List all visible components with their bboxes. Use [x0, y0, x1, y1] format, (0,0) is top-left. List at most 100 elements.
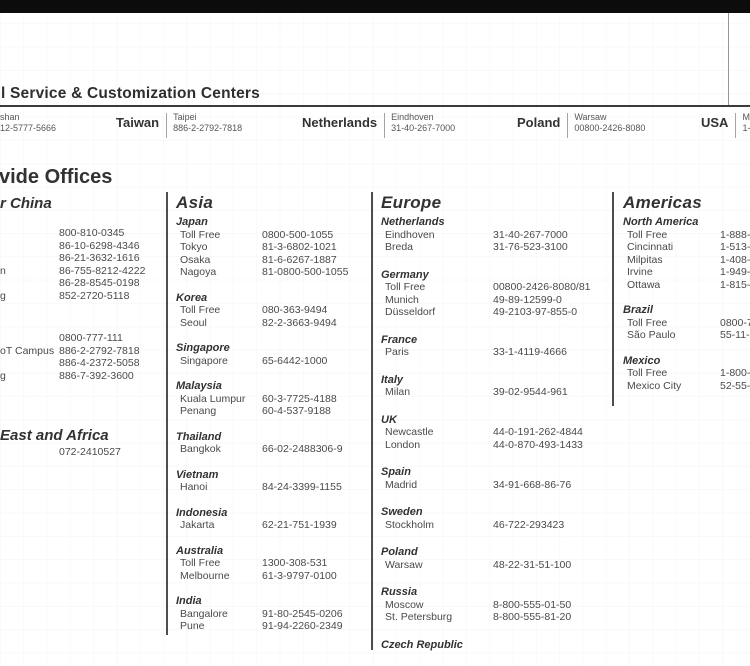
- office-row: Munich 49-89-12599-0: [381, 294, 591, 307]
- office-row: Toll Free 00800-2426-8080/81: [381, 281, 591, 294]
- office-row: Tokyo 81-3-6802-1021: [176, 241, 348, 254]
- office-row-value: 82-2-3663-9494: [262, 316, 337, 329]
- office-row-value: 0800-777-111: [59, 332, 123, 344]
- service-center-city: Taipei: [173, 112, 197, 122]
- country-header: Japan: [176, 216, 208, 228]
- service-center-info: Taipei 886-2-2792-7818: [173, 112, 242, 134]
- office-row-value: 1-513-: [720, 241, 750, 253]
- office-row: Bangkok 66-02-2488306-9: [176, 443, 348, 456]
- office-row-label: Toll Free: [627, 367, 668, 379]
- office-row: 800-810-0345: [0, 227, 145, 240]
- office-row-label: Ottawa: [627, 278, 661, 291]
- office-section: France Paris 33-1-4119-4666: [381, 334, 591, 359]
- vertical-divider: [567, 113, 569, 138]
- office-row-label: Irvine: [627, 266, 653, 278]
- office-row-value: 91-80-2545-0206: [262, 607, 343, 620]
- service-center-city: M: [742, 112, 750, 122]
- office-row-label: Stockholm: [385, 518, 435, 531]
- office-row-value: 60-3-7725-4188: [262, 392, 337, 405]
- service-center-phone: 00800-2426-8080: [574, 123, 646, 133]
- country-header: Indonesia: [176, 506, 228, 519]
- office-row-label: [0, 252, 59, 265]
- country-header: Netherlands: [381, 216, 445, 228]
- office-section: UK Newcastle 44-0-191-262-4844 London 44-0-8…: [381, 414, 591, 452]
- office-row-value: 080-363-9494: [262, 304, 328, 316]
- column-title: Asia: [176, 193, 214, 212]
- office-row: London 44-0-870-493-1433: [381, 439, 591, 452]
- service-center-entry: shan 12-5777-5666: [0, 112, 56, 134]
- office-section: Germany Toll Free 00800-2426-8080/81 Munich…: [381, 269, 591, 319]
- office-section: Australia Toll Free 1300-308-531 Melbourne 6…: [176, 545, 348, 583]
- country-header: Malaysia: [176, 380, 222, 392]
- office-row-value: 886-2-2792-7818: [59, 344, 140, 357]
- office-section: Singapore Singapore 65-6442-1000: [176, 342, 348, 367]
- office-row-label: Madrid: [385, 478, 418, 491]
- office-row-value: 0800-500-1055: [262, 228, 334, 241]
- office-section: Japan Toll Free 0800-500-1055 Tokyo 81-3-680…: [176, 216, 348, 279]
- office-section: Sweden Stockholm 46-722-293423: [381, 506, 591, 531]
- office-row-label: Tokyo: [180, 241, 208, 253]
- office-row-label: n: [0, 264, 6, 277]
- country-header: France: [381, 333, 418, 346]
- office-row: Kuala Lumpur 60-3-7725-4188: [176, 393, 348, 406]
- office-row-label: Cincinnati: [627, 241, 674, 253]
- office-row: Ottawa 1-815-: [623, 279, 750, 292]
- service-center-entry: Poland Warsaw 00800-2426-8080: [517, 112, 645, 138]
- office-row-label: Breda: [385, 241, 414, 253]
- office-row-label: London: [385, 438, 421, 451]
- office-section: Russia Moscow 8-800-555-01-50 St. Petersbur…: [381, 586, 591, 624]
- country-header: Germany: [381, 268, 429, 281]
- office-row-value: 81-3-6802-1021: [262, 241, 337, 253]
- office-section: Poland Warsaw 48-22-31-51-100: [381, 546, 591, 571]
- office-row: Moscow 8-800-555-01-50: [381, 599, 591, 612]
- office-section: Netherlands Eindhoven 31-40-267-7000 Breda 3…: [381, 216, 591, 254]
- page-top-bar: [0, 0, 750, 13]
- office-section: Indonesia Jakarta 62-21-751-1939: [176, 507, 348, 532]
- office-row: g 852-2720-5118: [0, 290, 145, 303]
- office-row: Singapore 65-6442-1000: [176, 355, 348, 368]
- office-row-value: 49-89-12599-0: [493, 293, 562, 306]
- office-section: Vietnam Hanoi 84-24-3399-1155: [176, 469, 348, 494]
- office-row-label: Eindhoven: [385, 228, 435, 241]
- office-row: São Paulo 55-11-: [623, 329, 750, 342]
- office-row: St. Petersburg 8-800-555-81-20: [381, 611, 591, 624]
- office-row-label: Penang: [180, 405, 217, 417]
- office-row-label: Nagoya: [180, 266, 217, 278]
- country-header: UK: [381, 413, 397, 426]
- office-row-value: 1-888-: [720, 228, 750, 241]
- office-row-label: Munich: [385, 293, 419, 306]
- office-row-label: Moscow: [385, 598, 424, 611]
- office-section: North America Toll Free 1-888- Cincinnati 1-…: [623, 216, 750, 291]
- china-phone-block-1: 800-810-0345 86-10-6298-4346 86-21-3632-16…: [0, 227, 145, 302]
- office-row-label: Seoul: [180, 316, 207, 329]
- office-row-value: 61-3-9797-0100: [262, 569, 337, 582]
- office-row: Toll Free 1300-308-531: [176, 557, 348, 570]
- office-row-label: Bangalore: [180, 607, 228, 620]
- office-row-label: Toll Free: [627, 228, 668, 241]
- document-page: { "service_centers": { "title": "l Servi…: [0, 0, 750, 651]
- office-row: Stockholm 46-722-293423: [381, 519, 591, 532]
- office-row-label: Mexico City: [627, 379, 682, 392]
- office-column-americas: Americas North America Toll Free 1-888- Cinc…: [623, 192, 750, 405]
- office-row-value: 55-11-: [720, 329, 750, 341]
- office-section: Spain Madrid 34-91-668-86-76: [381, 466, 591, 491]
- service-centers-title: l Service & Customization Centers: [1, 85, 260, 102]
- office-row-value: 1-815-: [720, 278, 750, 291]
- office-section: India Bangalore 91-80-2545-0206 Pune 91-94-2…: [176, 595, 348, 633]
- office-row-label: Toll Free: [180, 557, 221, 569]
- service-center-country: USA: [701, 115, 729, 130]
- service-center-entry: USA M 1-: [701, 112, 750, 138]
- country-header: Singapore: [176, 342, 230, 354]
- office-row-label: g: [0, 369, 6, 382]
- office-row: Düsseldorf 49-2103-97-855-0: [381, 306, 591, 319]
- office-row-value: 62-21-751-1939: [262, 519, 337, 531]
- office-row-label: Singapore: [180, 354, 228, 367]
- office-row: Toll Free 1-888-: [623, 229, 750, 242]
- office-row-value: 31-40-267-7000: [493, 228, 568, 241]
- office-row-label: Hanoi: [180, 481, 208, 493]
- office-row-value: 60-4-537-9188: [262, 405, 331, 417]
- office-row-value: 65-6442-1000: [262, 354, 328, 367]
- office-section: Korea Toll Free 080-363-9494 Seoul 82-2-3663…: [176, 292, 348, 330]
- office-row-value: 800-810-0345: [59, 227, 125, 239]
- country-header: Mexico: [623, 354, 661, 367]
